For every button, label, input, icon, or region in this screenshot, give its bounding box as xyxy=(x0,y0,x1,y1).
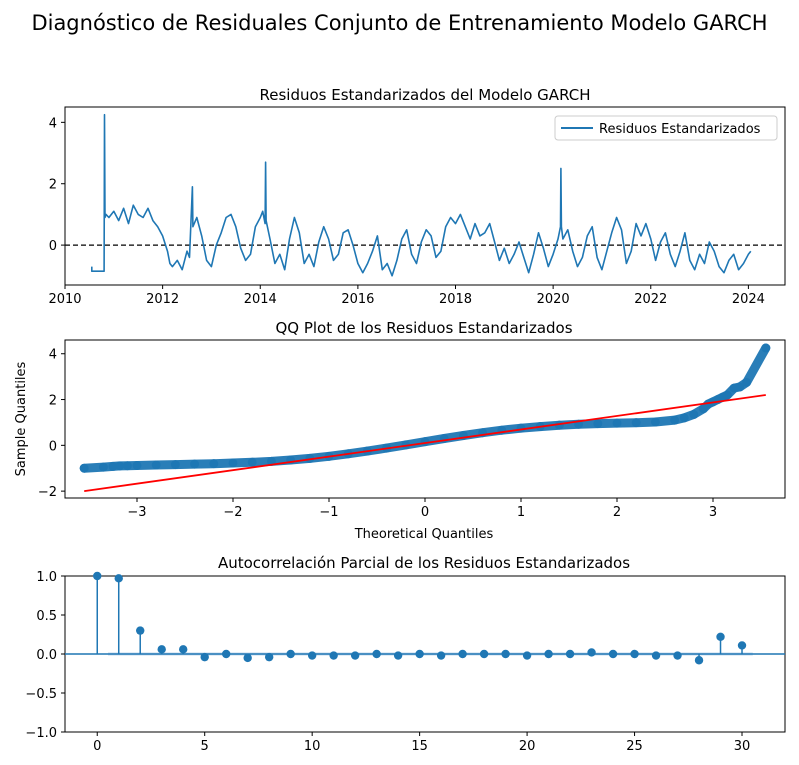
pacf-y-tick-label: 0.5 xyxy=(36,609,57,624)
pacf-marker xyxy=(350,651,360,660)
figure-suptitle: Diagnóstico de Residuales Conjunto de En… xyxy=(31,11,767,35)
qq-x-tick-label: 1 xyxy=(517,505,525,520)
pacf-marker xyxy=(458,649,467,659)
pacf-x-tick-label: 30 xyxy=(734,739,751,754)
pacf-marker xyxy=(479,649,489,659)
qq-y-tick-label: 0 xyxy=(49,439,57,454)
qq-x-tick-label: −2 xyxy=(223,505,242,520)
residuals-line-chart: Residuos Estandarizados del Modelo GARCH… xyxy=(48,86,786,307)
qq-x-tick-label: −3 xyxy=(127,505,146,520)
pacf-chart-title: Autocorrelación Parcial de los Residuos … xyxy=(218,554,630,572)
pacf-chart: Autocorrelación Parcial de los Residuos … xyxy=(25,554,786,754)
pacf-marker xyxy=(565,649,575,659)
pacf-marker xyxy=(372,649,381,659)
residuals-x-tick-label: 2012 xyxy=(146,292,179,307)
pacf-x-tick-label: 20 xyxy=(519,739,536,754)
pacf-marker xyxy=(307,651,317,660)
pacf-marker xyxy=(522,651,532,660)
pacf-y-tick-label: −1.0 xyxy=(25,726,57,741)
pacf-x-tick-label: 0 xyxy=(93,739,101,754)
pacf-marker xyxy=(329,651,338,660)
qq-x-axis-label: Theoretical Quantiles xyxy=(354,527,494,542)
pacf-marker xyxy=(264,652,274,662)
pacf-marker xyxy=(93,571,102,581)
pacf-marker xyxy=(544,649,553,659)
pacf-marker xyxy=(608,649,618,659)
qq-y-axis-label: Sample Quantiles xyxy=(14,361,29,476)
qq-y-tick-label: −2 xyxy=(38,485,57,500)
pacf-marker xyxy=(716,632,725,642)
pacf-marker xyxy=(157,645,166,654)
pacf-marker xyxy=(243,653,252,663)
residuals-y-tick-label: 4 xyxy=(49,116,57,131)
pacf-marker xyxy=(179,645,188,654)
pacf-marker xyxy=(393,651,403,660)
pacf-marker xyxy=(587,648,596,657)
pacf-marker xyxy=(221,649,231,659)
pacf-x-tick-label: 25 xyxy=(626,739,643,754)
residuals-x-tick-label: 2016 xyxy=(341,292,374,307)
pacf-marker xyxy=(114,574,123,583)
pacf-marker xyxy=(673,651,682,660)
residuals-x-tick-label: 2020 xyxy=(537,292,570,307)
qq-x-tick-label: 0 xyxy=(421,505,429,520)
residuals-x-tick-label: 2014 xyxy=(244,292,277,307)
residuals-plot-frame xyxy=(64,106,786,286)
pacf-y-tick-label: 0.0 xyxy=(36,648,57,663)
pacf-marker xyxy=(436,651,446,660)
pacf-x-tick-label: 5 xyxy=(201,739,209,754)
pacf-x-tick-label: 15 xyxy=(411,739,428,754)
qq-x-tick-label: −1 xyxy=(319,505,338,520)
qq-chart-title: QQ Plot de los Residuos Estandarizados xyxy=(275,319,572,337)
legend-box xyxy=(554,115,778,141)
residuals-x-tick-label: 2022 xyxy=(634,292,667,307)
pacf-marker xyxy=(136,626,145,635)
qq-y-tick-label: 4 xyxy=(49,348,57,363)
qq-reference-line xyxy=(84,394,766,493)
qq-plot-chart: QQ Plot de los Residuos Estandarizados T… xyxy=(14,319,786,542)
pacf-y-tick-label: −0.5 xyxy=(25,687,57,702)
pacf-marker xyxy=(651,651,661,660)
pacf-marker xyxy=(200,652,209,662)
pacf-marker xyxy=(501,649,510,659)
qq-x-tick-label: 2 xyxy=(613,505,621,520)
pacf-marker xyxy=(737,641,747,650)
legend-label: Residuos Estandarizados xyxy=(599,122,761,137)
qq-x-tick-label: 3 xyxy=(709,505,717,520)
residuals-series-line xyxy=(91,113,752,277)
pacf-marker xyxy=(415,649,424,659)
pacf-y-tick-label: 1.0 xyxy=(36,570,57,585)
residuals-y-tick-label: 0 xyxy=(49,239,57,254)
pacf-x-tick-label: 10 xyxy=(304,739,321,754)
residuals-x-tick-label: 2024 xyxy=(732,292,765,307)
residuals-x-tick-label: 2010 xyxy=(48,292,81,307)
residuals-chart-title: Residuos Estandarizados del Modelo GARCH xyxy=(260,86,591,104)
pacf-marker xyxy=(694,656,704,665)
qq-y-tick-label: 2 xyxy=(49,394,57,409)
residuals-y-tick-label: 2 xyxy=(49,178,57,193)
pacf-marker xyxy=(630,649,639,659)
residuals-x-tick-label: 2018 xyxy=(439,292,472,307)
pacf-marker xyxy=(286,649,295,659)
residuals-legend: Residuos Estandarizados xyxy=(554,115,778,141)
qq-sample-density xyxy=(79,343,771,473)
